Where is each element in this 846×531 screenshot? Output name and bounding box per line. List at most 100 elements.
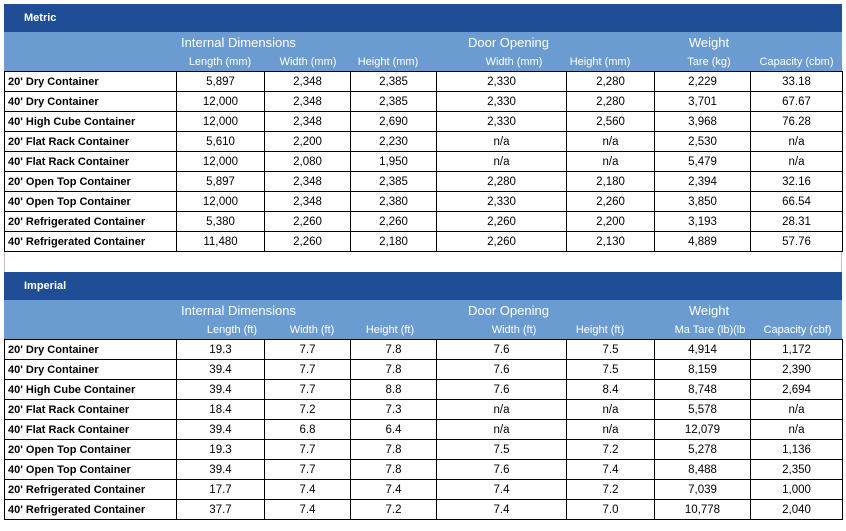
table-row: 40' Open Top Container 12,000 2,348 2,380 2,…	[4, 191, 843, 212]
imperial-width-header: Width (ft)	[289, 324, 335, 336]
metric-length-cell: 5,380	[176, 211, 265, 232]
metric-door-height-cell: 2,280	[566, 71, 655, 92]
metric-width-cell: 2,348	[264, 191, 351, 212]
table-row: 20' Flat Rack Container 18.4 7.2 7.3 n/a n/a 5…	[4, 399, 843, 420]
table-row: 20' Refrigerated Container 5,380 2,260 2,26…	[4, 211, 843, 232]
metric-capacity-cell: n/a	[750, 151, 843, 172]
metric-length-cell: 12,000	[176, 91, 265, 112]
imperial-door-height-cell: 7.5	[566, 339, 655, 360]
imperial-height-cell: 7.4	[350, 479, 437, 500]
imperial-length-cell: 18.4	[176, 399, 265, 420]
imperial-door-width-header: Width (ft)	[491, 324, 537, 336]
metric-capacity-cell: 76.28	[750, 111, 843, 132]
metric-width-cell: 2,260	[264, 211, 351, 232]
metric-container-name-cell: 20' Open Top Container	[4, 171, 177, 192]
imperial-door-width-cell: n/a	[436, 399, 567, 420]
imperial-height-cell: 7.8	[350, 439, 437, 460]
imperial-tare-cell: 8,159	[654, 359, 751, 380]
metric-group-header-row: Internal Dimensions Door Opening Weight	[4, 32, 842, 54]
metric-length-cell: 11,480	[176, 231, 265, 252]
metric-height-cell: 2,385	[350, 71, 437, 92]
metric-door-width-cell: 2,280	[436, 171, 567, 192]
imperial-container-name-cell: 40' Refrigerated Container	[4, 499, 177, 520]
metric-tare-cell: 3,968	[654, 111, 751, 132]
metric-width-header: Width (mm)	[279, 56, 337, 68]
table-row: 20' Dry Container 19.3 7.7 7.8 7.6 7.5 4,914 1,…	[4, 339, 843, 360]
metric-door-height-cell: 2,560	[566, 111, 655, 132]
metric-door-height-cell: n/a	[566, 151, 655, 172]
metric-title: Metric	[4, 4, 842, 32]
imperial-height-header: Height (ft)	[365, 324, 415, 336]
imperial-width-cell: 7.2	[264, 399, 351, 420]
metric-capacity-cell: 28.31	[750, 211, 843, 232]
imperial-width-cell: 7.7	[264, 459, 351, 480]
metric-height-cell: 2,260	[350, 211, 437, 232]
imperial-length-cell: 39.4	[176, 379, 265, 400]
imperial-container-name-cell: 40' Open Top Container	[4, 459, 177, 480]
metric-door-height-cell: n/a	[566, 131, 655, 152]
metric-tare-cell: 3,701	[654, 91, 751, 112]
imperial-door-width-cell: 7.6	[436, 339, 567, 360]
imperial-container-name-cell: 20' Refrigerated Container	[4, 479, 177, 500]
imperial-column-header-row: Length (ft) Width (ft) Height (ft) Width…	[4, 322, 842, 339]
metric-table: 20' Dry Container 5,897 2,348 2,385 2,330 2,2…	[4, 71, 843, 252]
imperial-length-cell: 39.4	[176, 359, 265, 380]
metric-tare-cell: 4,889	[654, 231, 751, 252]
imperial-tare-cell: 7,039	[654, 479, 751, 500]
metric-width-cell: 2,200	[264, 131, 351, 152]
metric-length-cell: 5,610	[176, 131, 265, 152]
imperial-tare-header: Ma Tare (lb)(lb	[674, 324, 746, 336]
metric-tare-cell: 3,850	[654, 191, 751, 212]
imperial-door-width-cell: 7.5	[436, 439, 567, 460]
metric-container-name-cell: 20' Dry Container	[4, 71, 177, 92]
metric-capacity-cell: 32.16	[750, 171, 843, 192]
metric-capacity-cell: 33.18	[750, 71, 843, 92]
imperial-tare-cell: 8,488	[654, 459, 751, 480]
imperial-capacity-cell: 2,390	[750, 359, 843, 380]
imperial-capacity-header: Capacity (cbf)	[763, 324, 832, 336]
table-row: 20' Dry Container 5,897 2,348 2,385 2,330 2,2…	[4, 71, 843, 92]
metric-tare-cell: 2,394	[654, 171, 751, 192]
imperial-capacity-cell: 2,040	[750, 499, 843, 520]
metric-door-width-cell: 2,330	[436, 111, 567, 132]
imperial-door-height-cell: n/a	[566, 419, 655, 440]
imperial-weight-header: Weight	[688, 303, 730, 318]
table-row: 40' Open Top Container 39.4 7.7 7.8 7.6 7.4 8,…	[4, 459, 843, 480]
imperial-length-header: Length (ft)	[206, 324, 258, 336]
table-row: 40' Refrigerated Container 11,480 2,260 2,1…	[4, 231, 843, 252]
table-row: 20' Refrigerated Container 17.7 7.4 7.4 7.4 7…	[4, 479, 843, 500]
imperial-length-cell: 37.7	[176, 499, 265, 520]
imperial-tare-cell: 5,578	[654, 399, 751, 420]
imperial-capacity-cell: n/a	[750, 419, 843, 440]
metric-container-name-cell: 40' Dry Container	[4, 91, 177, 112]
imperial-door-width-cell: n/a	[436, 419, 567, 440]
table-row: 20' Flat Rack Container 5,610 2,200 2,230 n/…	[4, 131, 843, 152]
metric-width-cell: 2,348	[264, 71, 351, 92]
metric-width-cell: 2,348	[264, 111, 351, 132]
imperial-door-height-cell: 7.4	[566, 459, 655, 480]
imperial-capacity-cell: 1,172	[750, 339, 843, 360]
metric-internal-dimensions-header: Internal Dimensions	[181, 35, 296, 50]
metric-height-cell: 2,230	[350, 131, 437, 152]
metric-length-cell: 12,000	[176, 151, 265, 172]
metric-door-width-cell: 2,330	[436, 191, 567, 212]
imperial-capacity-cell: 2,350	[750, 459, 843, 480]
imperial-door-width-cell: 7.4	[436, 499, 567, 520]
imperial-door-height-header: Height (ft)	[575, 324, 625, 336]
metric-tare-cell: 5,479	[654, 151, 751, 172]
table-row: 40' Dry Container 39.4 7.7 7.8 7.6 7.5 8,159 2,…	[4, 359, 843, 380]
imperial-door-height-cell: n/a	[566, 399, 655, 420]
imperial-internal-dimensions-header: Internal Dimensions	[181, 303, 296, 318]
imperial-section: Imperial Internal Dimensions Door Openin…	[4, 272, 843, 520]
imperial-length-cell: 39.4	[176, 459, 265, 480]
imperial-height-cell: 7.8	[350, 359, 437, 380]
imperial-width-cell: 6.8	[264, 419, 351, 440]
metric-weight-header: Weight	[688, 35, 730, 50]
imperial-width-cell: 7.4	[264, 499, 351, 520]
metric-door-width-header: Width (mm)	[485, 56, 543, 68]
imperial-length-cell: 39.4	[176, 419, 265, 440]
metric-height-header: Height (mm)	[357, 56, 419, 68]
metric-door-width-cell: 2,260	[436, 211, 567, 232]
metric-length-cell: 12,000	[176, 111, 265, 132]
imperial-height-cell: 7.8	[350, 459, 437, 480]
